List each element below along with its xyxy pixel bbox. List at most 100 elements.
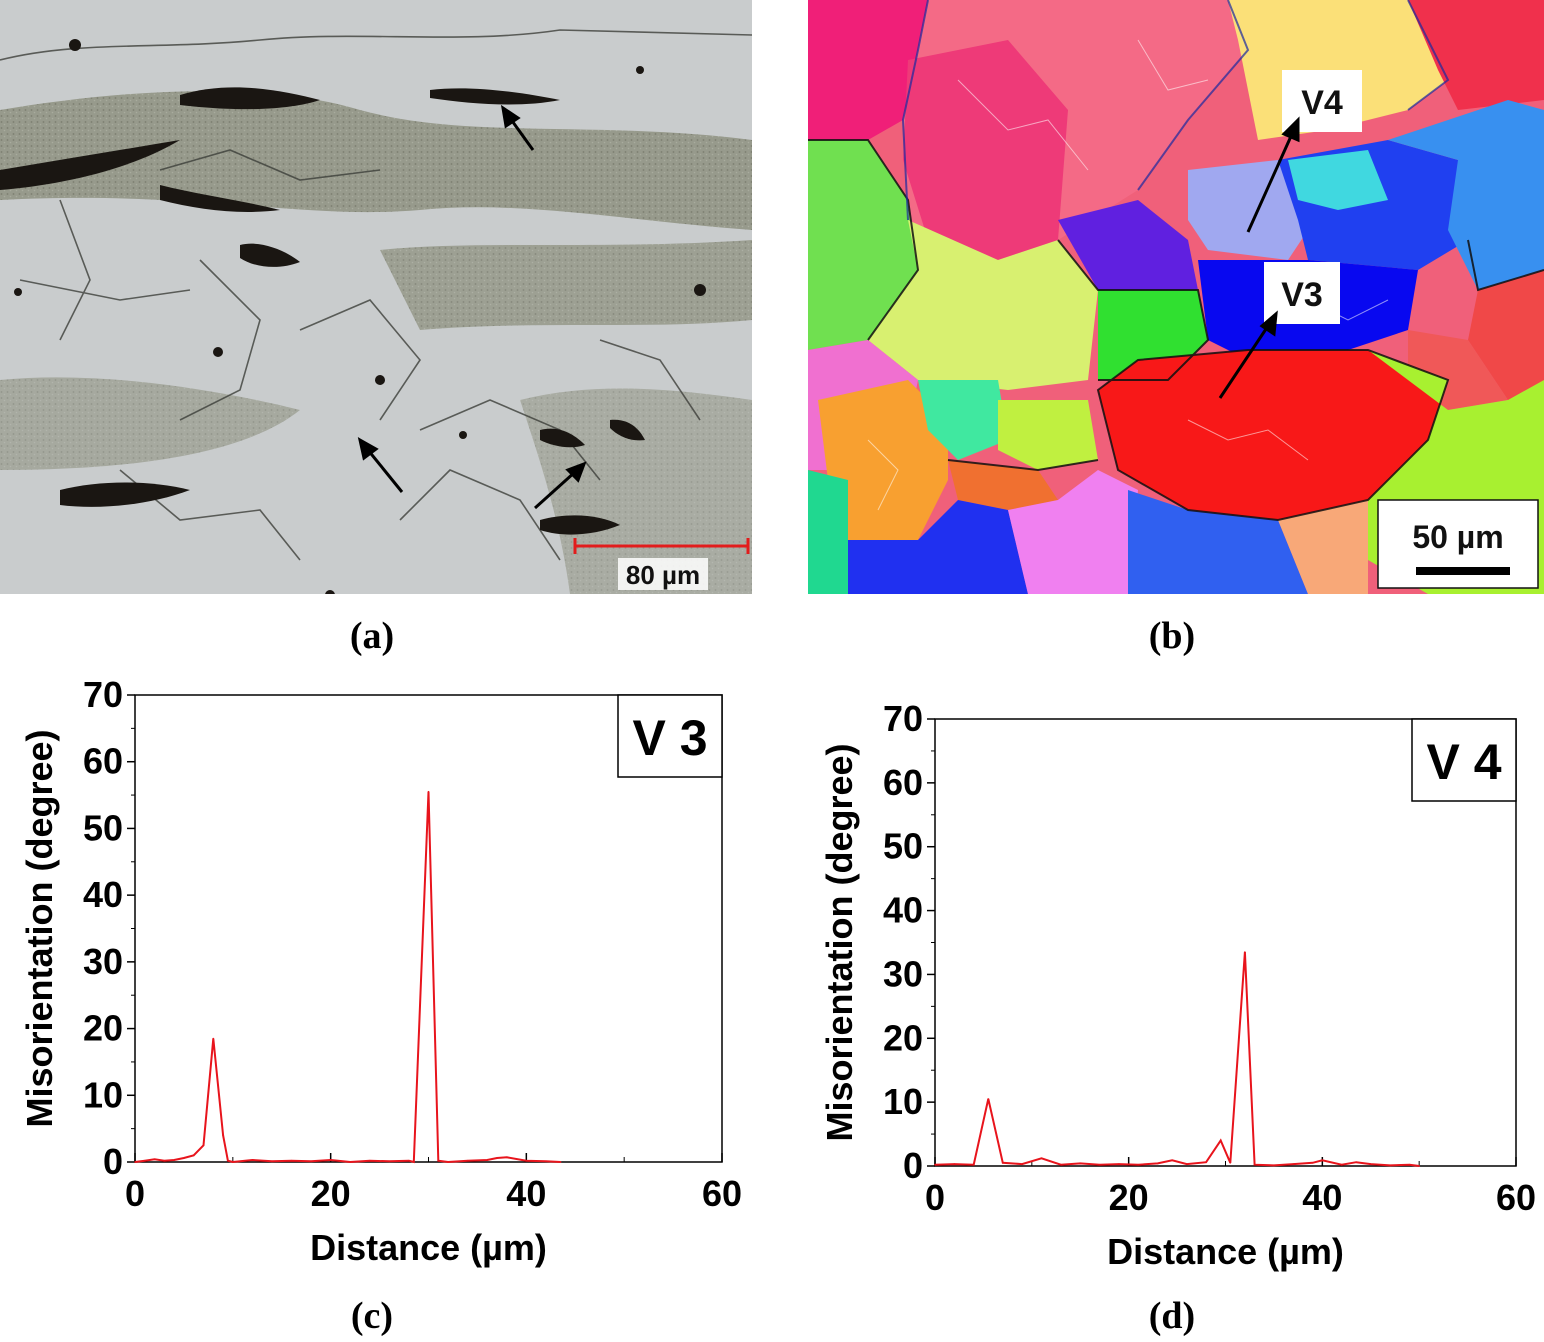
- y-tick-label: 0: [903, 1145, 923, 1186]
- data-point: [1244, 951, 1246, 953]
- y-tick-label: 40: [883, 890, 923, 931]
- data-point: [413, 1161, 415, 1163]
- data-point: [202, 1144, 205, 1147]
- inset-label-box: [1411, 718, 1517, 802]
- data-point: [232, 1161, 234, 1163]
- data-point: [153, 1158, 156, 1161]
- data-point: [1137, 1163, 1140, 1166]
- y-tick-label: 10: [883, 1081, 923, 1122]
- inset-label-box: [617, 694, 723, 778]
- data-point: [329, 1159, 332, 1161]
- data-point: [192, 1154, 195, 1157]
- y-axis-label: Misorientation (degree): [19, 729, 60, 1127]
- y-tick-label: 50: [83, 807, 123, 848]
- data-point: [1273, 1164, 1275, 1167]
- data-point: [1079, 1162, 1082, 1165]
- data-point: [1311, 1162, 1314, 1164]
- y-tick-label: 60: [883, 762, 923, 803]
- chart-v3: 0 10 20 30 40 50 60 70 0 20 40 60 Distance (µm) Misor…: [19, 674, 742, 1268]
- ebsd-map-image: V4 V3 50 µm: [808, 0, 1544, 594]
- data-point: [1340, 1163, 1343, 1166]
- y-tick-label: 70: [883, 698, 923, 739]
- data-point: [486, 1159, 489, 1161]
- caption-d: (d): [1148, 1295, 1196, 1337]
- micrograph-image: 80 µm: [0, 0, 752, 594]
- data-point: [388, 1160, 391, 1163]
- chart-v4: 0 10 20 30 40 50 60 70 0 20 40 60 Distance (µm) Misor…: [819, 698, 1536, 1272]
- svg-text:V4: V4: [1301, 84, 1343, 122]
- data-point: [1001, 1162, 1004, 1164]
- data-point: [408, 1159, 410, 1162]
- data-point: [545, 1160, 547, 1163]
- y-axis-label: Misorientation (degree): [819, 743, 860, 1141]
- data-point: [310, 1160, 312, 1163]
- data-point: [1021, 1163, 1023, 1165]
- inset-label: V 3: [632, 710, 707, 766]
- data-point: [1389, 1164, 1391, 1167]
- y-tick-label: 20: [83, 1008, 123, 1049]
- inset-label: V 4: [1426, 734, 1501, 790]
- y-tick-label: 40: [83, 874, 123, 915]
- caption-b: (b): [1148, 615, 1196, 657]
- data-point: [163, 1159, 166, 1162]
- y-tick-label: 50: [883, 826, 923, 867]
- data-point: [953, 1163, 956, 1165]
- data-point: [134, 1161, 136, 1163]
- data-point: [972, 1163, 975, 1166]
- data-point: [496, 1157, 498, 1159]
- x-tick-label: 60: [702, 1173, 742, 1214]
- data-point: [349, 1161, 352, 1163]
- data-point: [987, 1098, 990, 1100]
- data-point: [369, 1159, 371, 1162]
- y-tick-label: 0: [103, 1141, 123, 1182]
- data-point: [1253, 1163, 1256, 1166]
- data-point: [290, 1159, 293, 1162]
- data-point: [1219, 1139, 1222, 1142]
- series-line: [134, 791, 561, 1164]
- data-point: [1355, 1161, 1358, 1163]
- y-tick-label: 70: [83, 674, 123, 715]
- data-point: [271, 1160, 273, 1163]
- data-point: [1185, 1163, 1188, 1165]
- data-point: [212, 1037, 215, 1040]
- series-line: [934, 952, 1420, 1167]
- x-axis-label: Distance (µm): [310, 1227, 547, 1268]
- data-point: [1229, 1162, 1232, 1164]
- x-tick-label: 60: [1496, 1177, 1536, 1218]
- data-point: [1060, 1163, 1062, 1166]
- x-tick-label: 20: [1109, 1177, 1149, 1218]
- svg-text:V3: V3: [1281, 276, 1323, 314]
- ebsd-arrows: [1218, 116, 1300, 399]
- x-tick-label: 0: [125, 1173, 145, 1214]
- caption-c: (c): [350, 1295, 394, 1337]
- data-point: [934, 1163, 936, 1166]
- data-point: [1369, 1163, 1372, 1165]
- data-point: [1098, 1163, 1101, 1166]
- data-point: [173, 1159, 175, 1161]
- data-point: [437, 1159, 440, 1162]
- micrograph-scale-label: 80 µm: [626, 560, 700, 590]
- data-point: [183, 1157, 185, 1159]
- micrograph-scale-bar: 80 µm: [573, 538, 750, 590]
- y-tick-label: 60: [83, 741, 123, 782]
- data-point: [1040, 1157, 1043, 1160]
- x-tick-label: 20: [311, 1173, 351, 1214]
- ebsd-label-v4: V4: [1282, 70, 1362, 132]
- ebsd-scale-label: 50 µm: [1412, 519, 1503, 555]
- data-point: [427, 790, 430, 793]
- data-point: [251, 1159, 254, 1161]
- caption-a: (a): [349, 615, 395, 657]
- y-tick-label: 20: [883, 1017, 923, 1058]
- x-tick-label: 40: [1302, 1177, 1342, 1218]
- data-point: [1321, 1159, 1324, 1162]
- data-point: [1408, 1163, 1411, 1166]
- data-point: [1292, 1163, 1295, 1165]
- y-tick-label: 30: [883, 953, 923, 994]
- data-point: [559, 1161, 562, 1163]
- data-point: [1418, 1165, 1420, 1167]
- data-point: [143, 1159, 146, 1162]
- y-tick-label: 10: [83, 1074, 123, 1115]
- ebsd-scale-bar: 50 µm: [1377, 499, 1539, 589]
- data-point: [1205, 1161, 1207, 1163]
- data-point: [227, 1159, 229, 1162]
